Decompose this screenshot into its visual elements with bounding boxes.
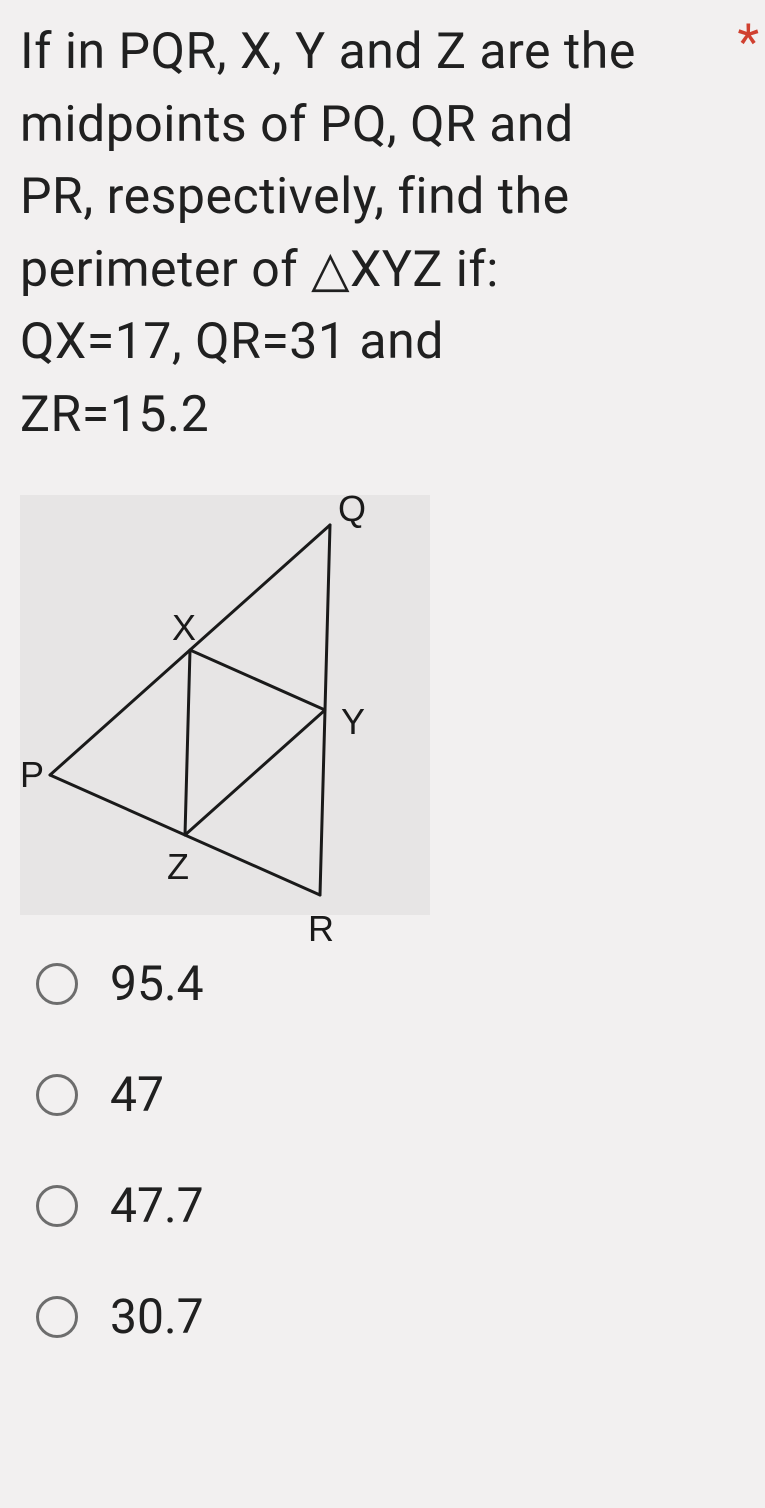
question-line: midpoints of PQ, QR and bbox=[20, 96, 574, 154]
question-text: If in PQR, X, Y and Z are the midpoints … bbox=[20, 16, 745, 451]
option-3[interactable]: 30.7 bbox=[36, 1288, 745, 1345]
question-line: perimeter of △XYZ if: bbox=[20, 241, 499, 299]
option-2[interactable]: 47.7 bbox=[36, 1177, 745, 1234]
question-line: PR, respectively, find the bbox=[20, 168, 570, 226]
option-label: 30.7 bbox=[110, 1288, 204, 1345]
option-0[interactable]: 95.4 bbox=[36, 955, 745, 1012]
triangle-svg bbox=[20, 495, 430, 915]
question-line: If in PQR, X, Y and Z are the bbox=[20, 23, 636, 81]
radio-icon[interactable] bbox=[36, 1296, 78, 1338]
vertex-label-R: R bbox=[308, 908, 334, 950]
question-line: ZR=15.2 bbox=[20, 386, 209, 444]
options-group: 95.4 47 47.7 30.7 bbox=[20, 955, 745, 1345]
vertex-label-P: P bbox=[20, 754, 44, 796]
triangle-figure: PQRXYZ bbox=[20, 495, 430, 915]
question-line: QX=17, QR=31 and bbox=[20, 313, 444, 371]
option-1[interactable]: 47 bbox=[36, 1066, 745, 1123]
radio-icon[interactable] bbox=[36, 963, 78, 1005]
required-asterisk: * bbox=[737, 14, 759, 72]
vertex-label-Z: Z bbox=[167, 846, 189, 888]
page: * If in PQR, X, Y and Z are the midpoint… bbox=[0, 0, 765, 1419]
option-label: 47 bbox=[110, 1066, 164, 1123]
option-label: 47.7 bbox=[110, 1177, 204, 1234]
vertex-label-Q: Q bbox=[338, 488, 366, 530]
radio-icon[interactable] bbox=[36, 1074, 78, 1116]
option-label: 95.4 bbox=[110, 955, 204, 1012]
radio-icon[interactable] bbox=[36, 1185, 78, 1227]
vertex-label-Y: Y bbox=[341, 701, 365, 743]
vertex-label-X: X bbox=[172, 607, 196, 649]
